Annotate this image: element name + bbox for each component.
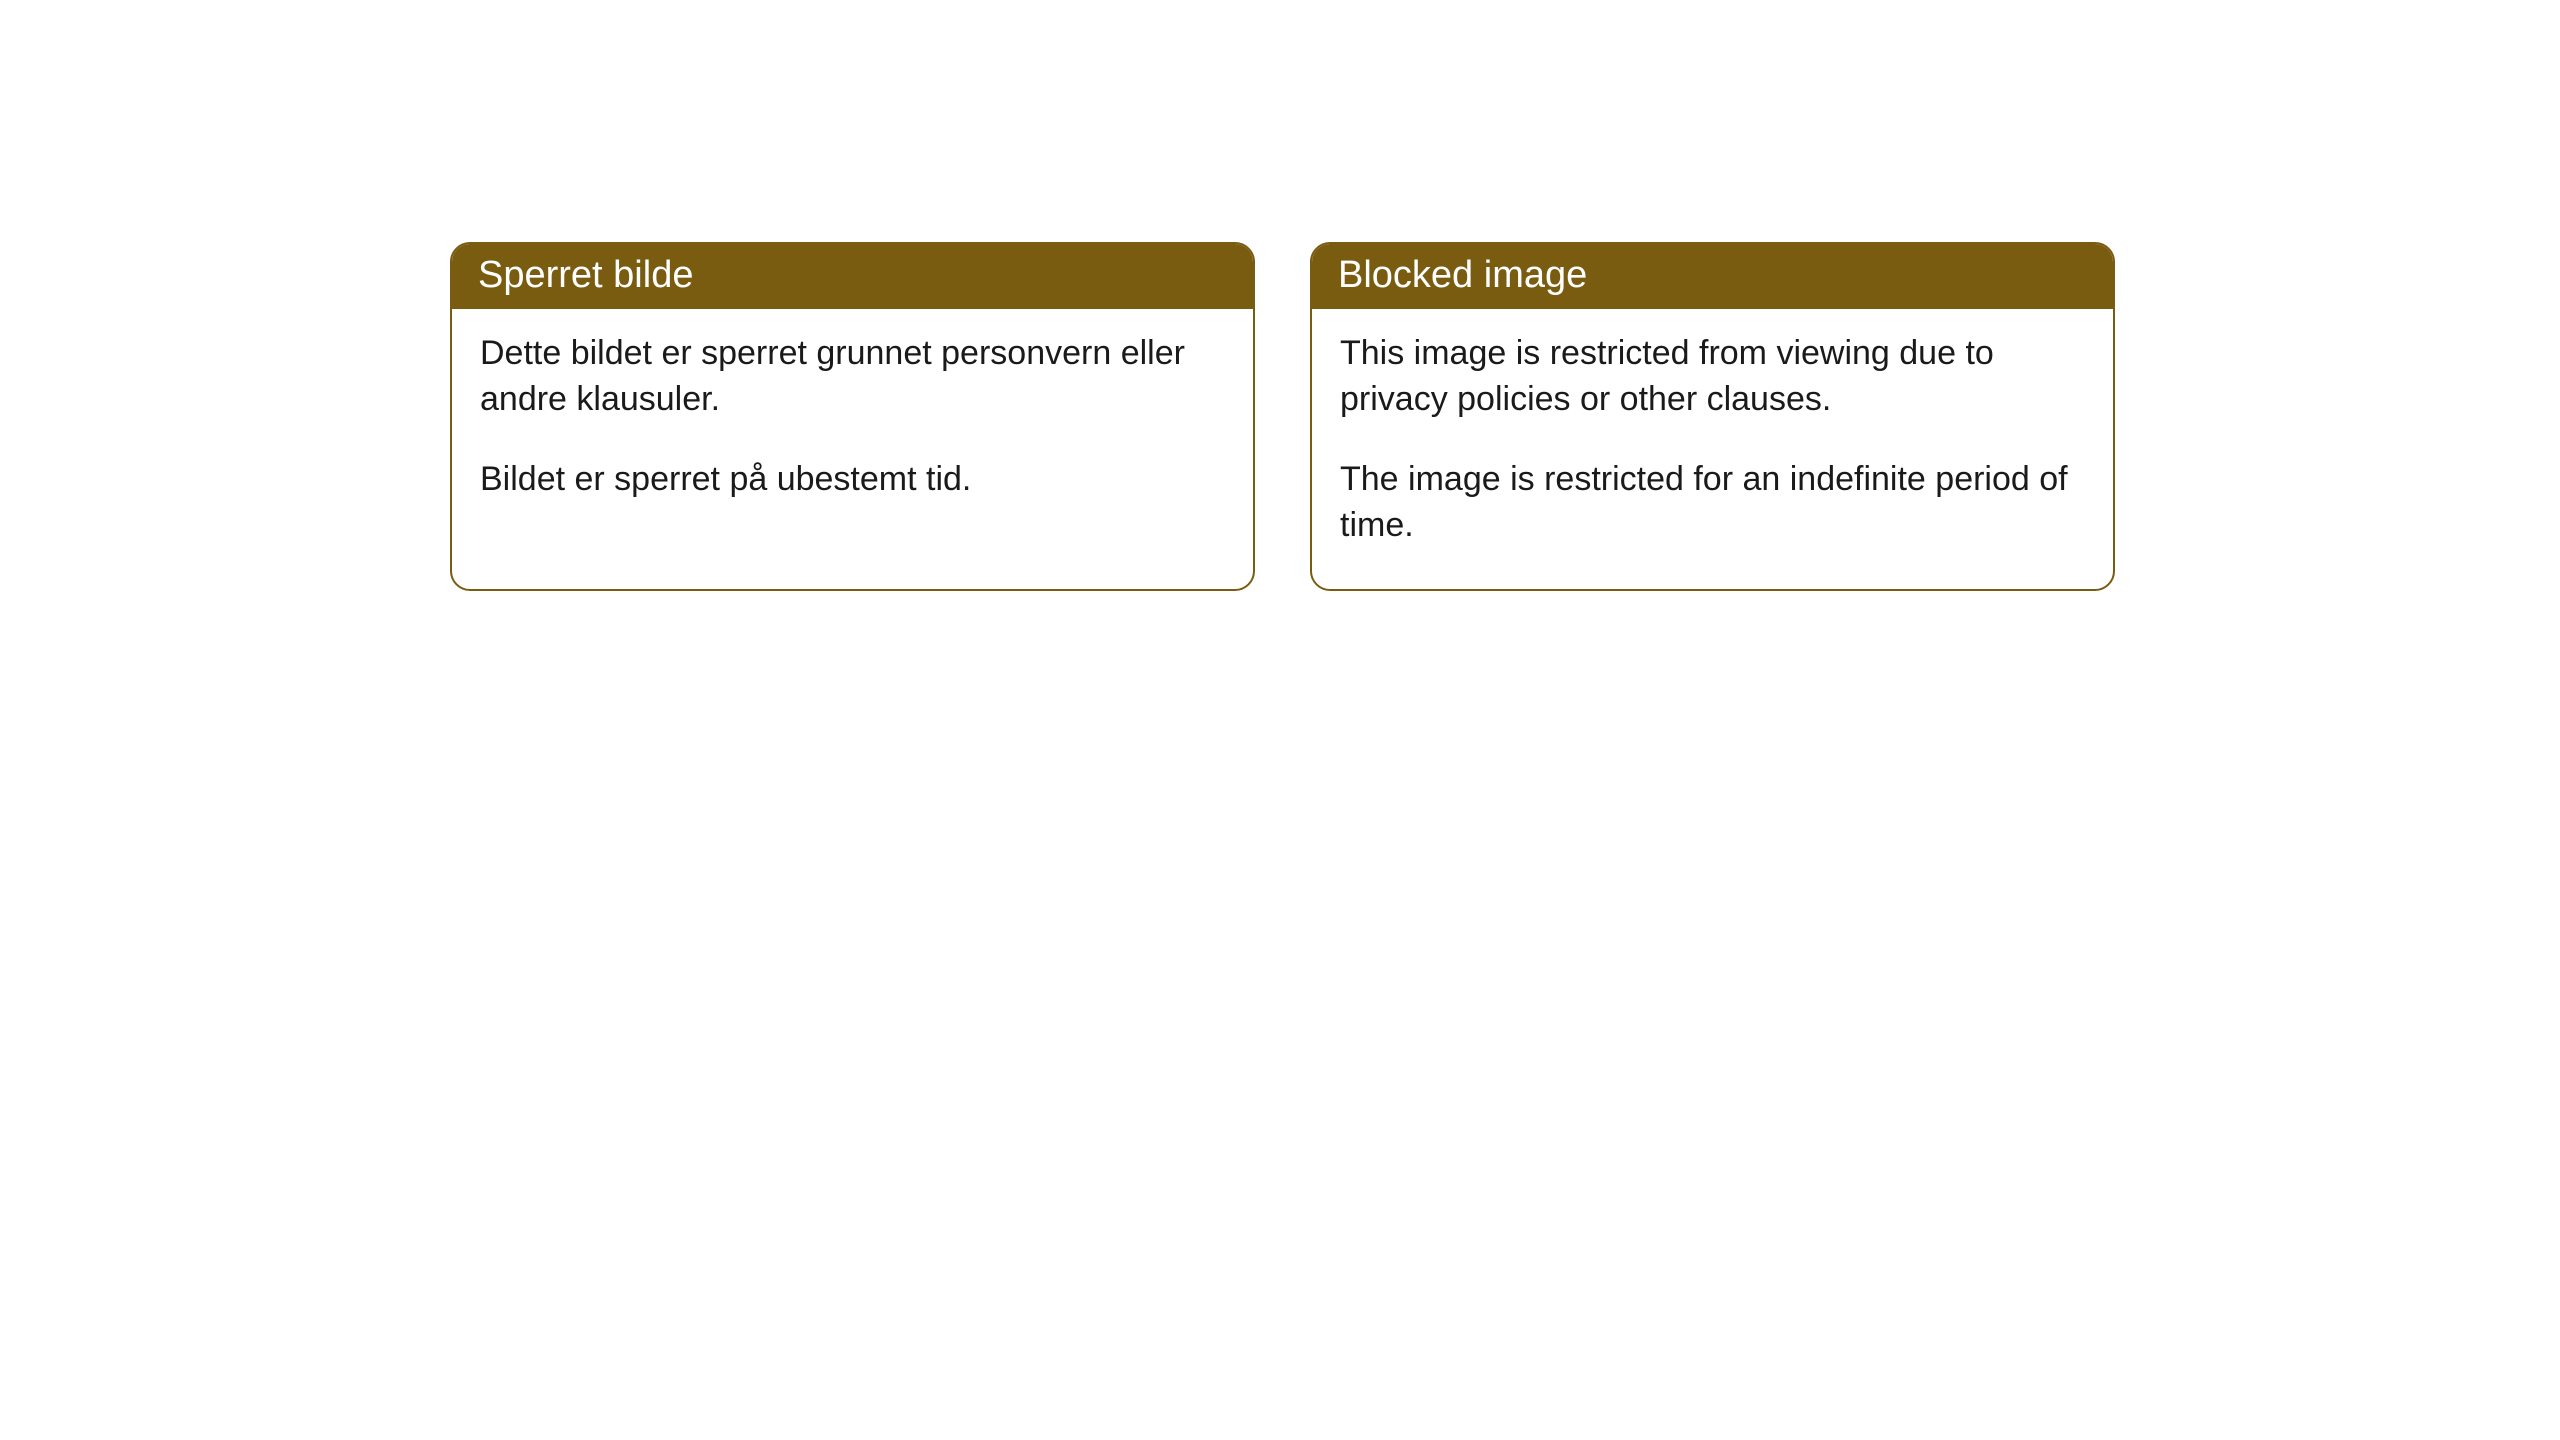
- notice-cards-container: Sperret bilde Dette bildet er sperret gr…: [0, 0, 2560, 591]
- card-paragraph-2-english: The image is restricted for an indefinit…: [1340, 457, 2085, 549]
- card-title-norwegian: Sperret bilde: [452, 244, 1253, 309]
- card-paragraph-2-norwegian: Bildet er sperret på ubestemt tid.: [480, 457, 1225, 503]
- card-body-norwegian: Dette bildet er sperret grunnet personve…: [452, 309, 1253, 543]
- card-paragraph-1-norwegian: Dette bildet er sperret grunnet personve…: [480, 331, 1225, 423]
- blocked-image-card-english: Blocked image This image is restricted f…: [1310, 242, 2115, 591]
- card-paragraph-1-english: This image is restricted from viewing du…: [1340, 331, 2085, 423]
- card-body-english: This image is restricted from viewing du…: [1312, 309, 2113, 589]
- blocked-image-card-norwegian: Sperret bilde Dette bildet er sperret gr…: [450, 242, 1255, 591]
- card-title-english: Blocked image: [1312, 244, 2113, 309]
